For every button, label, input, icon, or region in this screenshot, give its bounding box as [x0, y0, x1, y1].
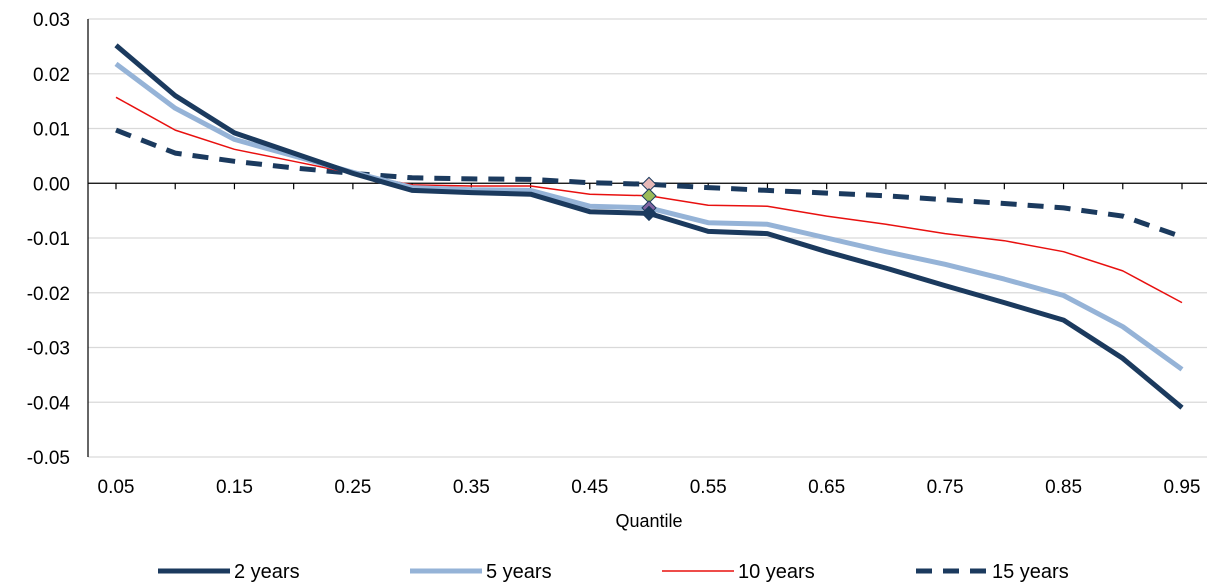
y-tick-label-1: 0.02: [33, 65, 70, 86]
x-axis-tick-labels: 0.05 0.15 0.25 0.35 0.45 0.55 0.65 0.75 0.85 0.95: [98, 477, 1201, 498]
x-tick-label-4: 0.45: [571, 477, 608, 498]
median-marker-3: [641, 205, 657, 222]
median-markers: [641, 176, 657, 222]
x-tick-label-6: 0.65: [808, 477, 845, 498]
y-axis-tick-labels: 0.03 0.02 0.01 0.00 -0.01 -0.02 -0.03 -0.04 -0.0…: [27, 10, 71, 469]
x-tick-label-9: 0.95: [1164, 477, 1201, 498]
y-tick-label-4: -0.01: [27, 229, 70, 250]
y-tick-label-6: -0.03: [27, 339, 70, 360]
y-tick-label-0: 0.03: [33, 10, 70, 31]
y-tick-label-2: 0.01: [33, 120, 70, 141]
legend-label-3: 15 years: [992, 561, 1069, 583]
x-tick-label-7: 0.75: [927, 477, 964, 498]
y-tick-label-8: -0.05: [27, 448, 70, 469]
y-tick-label-7: -0.04: [27, 393, 71, 414]
x-tick-label-0: 0.05: [98, 477, 135, 498]
x-tick-label-3: 0.35: [453, 477, 490, 498]
x-tick-label-2: 0.25: [334, 477, 371, 498]
y-tick-label-3: 0.00: [33, 174, 70, 195]
series-line-3: [115, 127, 1183, 240]
series-line-0: [114, 43, 1184, 410]
legend-label-1: 5 years: [486, 561, 552, 583]
gridlines: [88, 18, 1207, 458]
x-tick-label-8: 0.85: [1045, 477, 1082, 498]
legend-label-2: 10 years: [738, 561, 815, 583]
x-tick-label-5: 0.55: [690, 477, 727, 498]
legend: 2 years 5 years 10 years 15 years: [158, 561, 1069, 583]
series-lines: [114, 43, 1184, 410]
x-tick-label-1: 0.15: [216, 477, 253, 498]
x-axis-title: Quantile: [615, 511, 682, 531]
legend-label-0: 2 years: [234, 561, 300, 583]
y-tick-label-5: -0.02: [27, 284, 70, 305]
